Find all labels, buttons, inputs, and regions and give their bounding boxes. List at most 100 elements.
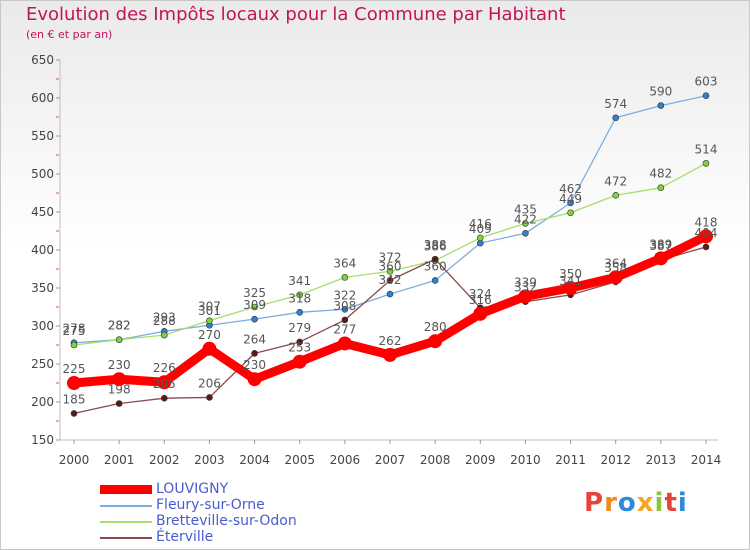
data-point [703, 160, 709, 166]
data-point [71, 410, 77, 416]
data-label: 388 [424, 238, 447, 252]
data-label: 280 [424, 320, 447, 334]
data-label: 482 [649, 167, 672, 181]
proxiti-logo: Proxiti [584, 488, 688, 518]
series-line-fleury-sur-orne [74, 96, 706, 343]
legend-label-fleury-sur-orne: Fleury-sur-Orne [156, 497, 265, 513]
legend-label-louvigny: LOUVIGNY [156, 481, 228, 497]
data-label: 253 [288, 341, 311, 355]
data-point [248, 372, 262, 386]
data-label: 288 [153, 314, 176, 328]
data-label: 364 [333, 256, 356, 270]
data-label: 270 [198, 328, 221, 342]
data-label: 325 [243, 286, 266, 300]
data-label: 308 [333, 299, 356, 313]
data-label: 230 [243, 358, 266, 372]
x-tick-label: 2001 [104, 453, 135, 467]
logo-letter: i [678, 488, 688, 518]
x-tick-label: 2000 [59, 453, 90, 467]
legend-swatch-bretteville-sur-odon [100, 521, 152, 523]
y-tick-label: 200 [31, 395, 54, 409]
data-label: 318 [288, 291, 311, 305]
data-point [613, 115, 619, 121]
data-label: 279 [288, 321, 311, 335]
data-label: 307 [198, 300, 221, 314]
data-point [252, 316, 258, 322]
data-label: 350 [559, 267, 582, 281]
data-point [432, 277, 438, 283]
y-tick-label: 600 [31, 91, 54, 105]
y-tick-label: 250 [31, 357, 54, 371]
data-point [202, 342, 216, 356]
x-tick-label: 2005 [284, 453, 315, 467]
data-point [387, 291, 393, 297]
data-label: 230 [108, 358, 131, 372]
data-point [383, 348, 397, 362]
x-tick-label: 2006 [330, 453, 361, 467]
legend-swatch-fleury-sur-orne [100, 505, 152, 507]
data-point [206, 394, 212, 400]
x-tick-label: 2011 [555, 453, 586, 467]
y-tick-label: 400 [31, 243, 54, 257]
data-label: 205 [153, 377, 176, 391]
legend-label-bretteville-sur-odon: Bretteville-sur-Odon [156, 513, 297, 529]
x-tick-label: 2013 [646, 453, 677, 467]
x-tick-label: 2014 [691, 453, 722, 467]
legend: LOUVIGNY Fleury-sur-Orne Bretteville-sur… [100, 482, 360, 546]
x-tick-label: 2004 [239, 453, 270, 467]
data-point [116, 401, 122, 407]
data-point [703, 93, 709, 99]
data-label: 316 [469, 293, 492, 307]
data-point [703, 244, 709, 250]
y-tick-label: 450 [31, 205, 54, 219]
data-point [338, 336, 352, 350]
legend-item-louvigny: LOUVIGNY [100, 482, 360, 498]
data-point [161, 332, 167, 338]
data-label: 226 [153, 361, 176, 375]
x-tick-label: 2007 [375, 453, 406, 467]
data-point [522, 230, 528, 236]
data-point [67, 376, 81, 390]
data-label: 418 [695, 215, 718, 229]
data-label: 389 [649, 237, 672, 251]
y-tick-label: 300 [31, 319, 54, 333]
data-label: 309 [243, 298, 266, 312]
data-point [473, 307, 487, 321]
y-tick-label: 550 [31, 129, 54, 143]
data-label: 360 [379, 259, 402, 273]
data-label: 603 [695, 75, 718, 89]
data-point [658, 185, 664, 191]
data-point [342, 274, 348, 280]
data-point [252, 350, 258, 356]
data-label: 341 [288, 274, 311, 288]
data-label: 435 [514, 202, 537, 216]
data-label: 225 [63, 362, 86, 376]
logo-letter: r [604, 488, 618, 518]
x-tick-label: 2002 [149, 453, 180, 467]
data-label: 590 [649, 85, 672, 99]
logo-letter: x [637, 488, 655, 518]
data-point [613, 192, 619, 198]
data-label: 360 [424, 259, 447, 273]
y-tick-label: 650 [31, 53, 54, 67]
logo-letter: o [618, 488, 637, 518]
data-label: 472 [604, 174, 627, 188]
logo-letter: i [655, 488, 665, 518]
data-label: 416 [469, 217, 492, 231]
data-point [297, 309, 303, 315]
data-point [658, 103, 664, 109]
y-tick-label: 150 [31, 433, 54, 447]
x-tick-label: 2008 [420, 453, 451, 467]
logo-letter: t [664, 488, 677, 518]
data-label: 262 [379, 334, 402, 348]
data-label: 264 [243, 332, 266, 346]
data-point [428, 334, 442, 348]
data-label: 339 [514, 275, 537, 289]
x-tick-label: 2012 [600, 453, 631, 467]
legend-item-eterville: Éterville [100, 530, 360, 546]
logo-letter: P [584, 488, 604, 518]
data-label: 206 [198, 376, 221, 390]
data-point [161, 395, 167, 401]
data-label: 277 [333, 322, 356, 336]
